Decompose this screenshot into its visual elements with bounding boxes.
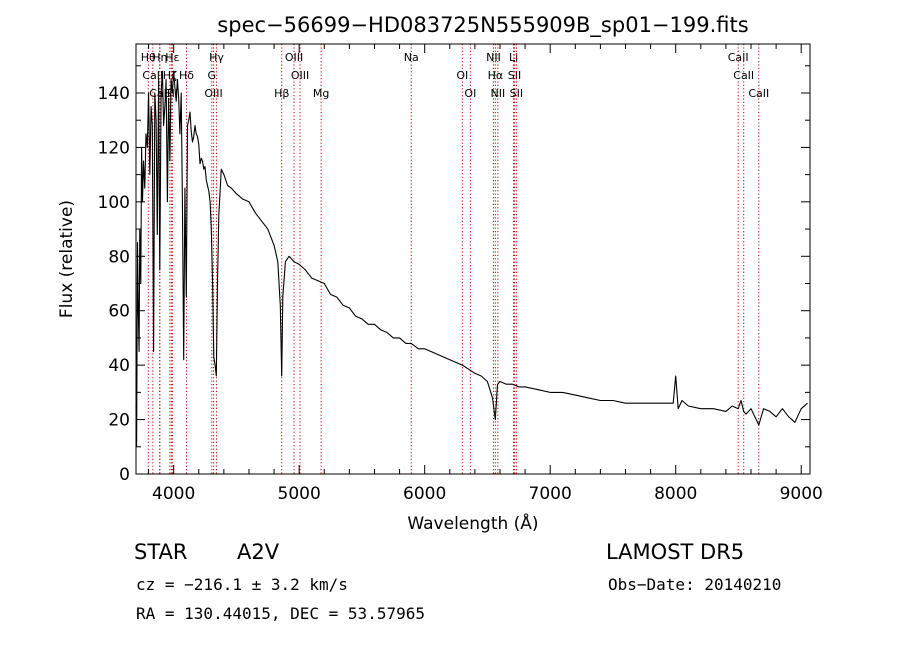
y-axis-label: Flux (relative) — [57, 200, 77, 318]
x-tick-label: 4000 — [152, 484, 195, 504]
object-subclass: A2V — [237, 540, 280, 564]
spectral-line-label: G — [208, 69, 217, 82]
spectral-line-label: OI — [456, 69, 468, 82]
spectral-line-label: Hθ — [141, 51, 156, 64]
spectral-line-label: Li — [509, 51, 518, 64]
x-tick-label: 9000 — [780, 484, 823, 504]
x-tick-label: 5000 — [278, 484, 321, 504]
spectral-line-label: NII — [486, 51, 501, 64]
spectral-line-label: Na — [404, 51, 419, 64]
spectral-line-label: CaII — [748, 87, 769, 100]
object-class: STAR — [134, 540, 188, 564]
spectral-line-label: Mg — [313, 87, 329, 100]
y-tick-label: 60 — [108, 302, 130, 322]
spectral-line-label: SII — [510, 87, 523, 100]
spectral-line-label: Hβ — [274, 87, 289, 100]
spectral-line-label: Hγ — [209, 51, 224, 64]
survey-label: LAMOST DR5 — [606, 540, 745, 564]
spectral-line-label: OIII — [204, 87, 222, 100]
spectral-line-label: NII — [490, 87, 505, 100]
obs-date: Obs−Date: 20140210 — [608, 575, 782, 594]
spectrum-line — [135, 70, 808, 448]
spectral-line-label: CaII — [142, 69, 163, 82]
y-tick-label: 140 — [98, 84, 130, 104]
spectral-line-label: Hδ — [179, 69, 194, 82]
y-tick-label: 20 — [108, 411, 130, 431]
spectral-line-label: CaII — [733, 69, 754, 82]
spectral-line-label: CaII — [728, 51, 749, 64]
redshift-text: cz = −216.1 ± 3.2 km/s — [136, 575, 348, 594]
spectral-line-label: OIII — [285, 51, 303, 64]
y-tick-label: 100 — [98, 193, 130, 213]
spectral-line-label: OIII — [291, 69, 309, 82]
x-tick-label: 7000 — [529, 484, 572, 504]
y-tick-label: 120 — [98, 138, 130, 158]
y-tick-label: 40 — [108, 356, 130, 376]
spectral-line-label: SII — [508, 69, 521, 82]
spectral-line-label: Hε — [165, 51, 179, 64]
x-tick-label: 8000 — [654, 484, 697, 504]
y-tick-label: 0 — [119, 465, 130, 485]
chart-title: spec−56699−HD083725N555909B_sp01−199.fit… — [217, 13, 748, 38]
spectral-line-label: Hα — [488, 69, 504, 82]
x-axis-label: Wavelength (Å) — [407, 512, 538, 534]
coordinates-text: RA = 130.44015, DEC = 53.57965 — [136, 604, 425, 623]
spectral-line-label: Hη — [152, 51, 167, 64]
x-tick-label: 6000 — [403, 484, 446, 504]
spectral-line-label: OI — [464, 87, 476, 100]
plot-frame — [135, 43, 811, 475]
y-tick-label: 80 — [108, 247, 130, 267]
